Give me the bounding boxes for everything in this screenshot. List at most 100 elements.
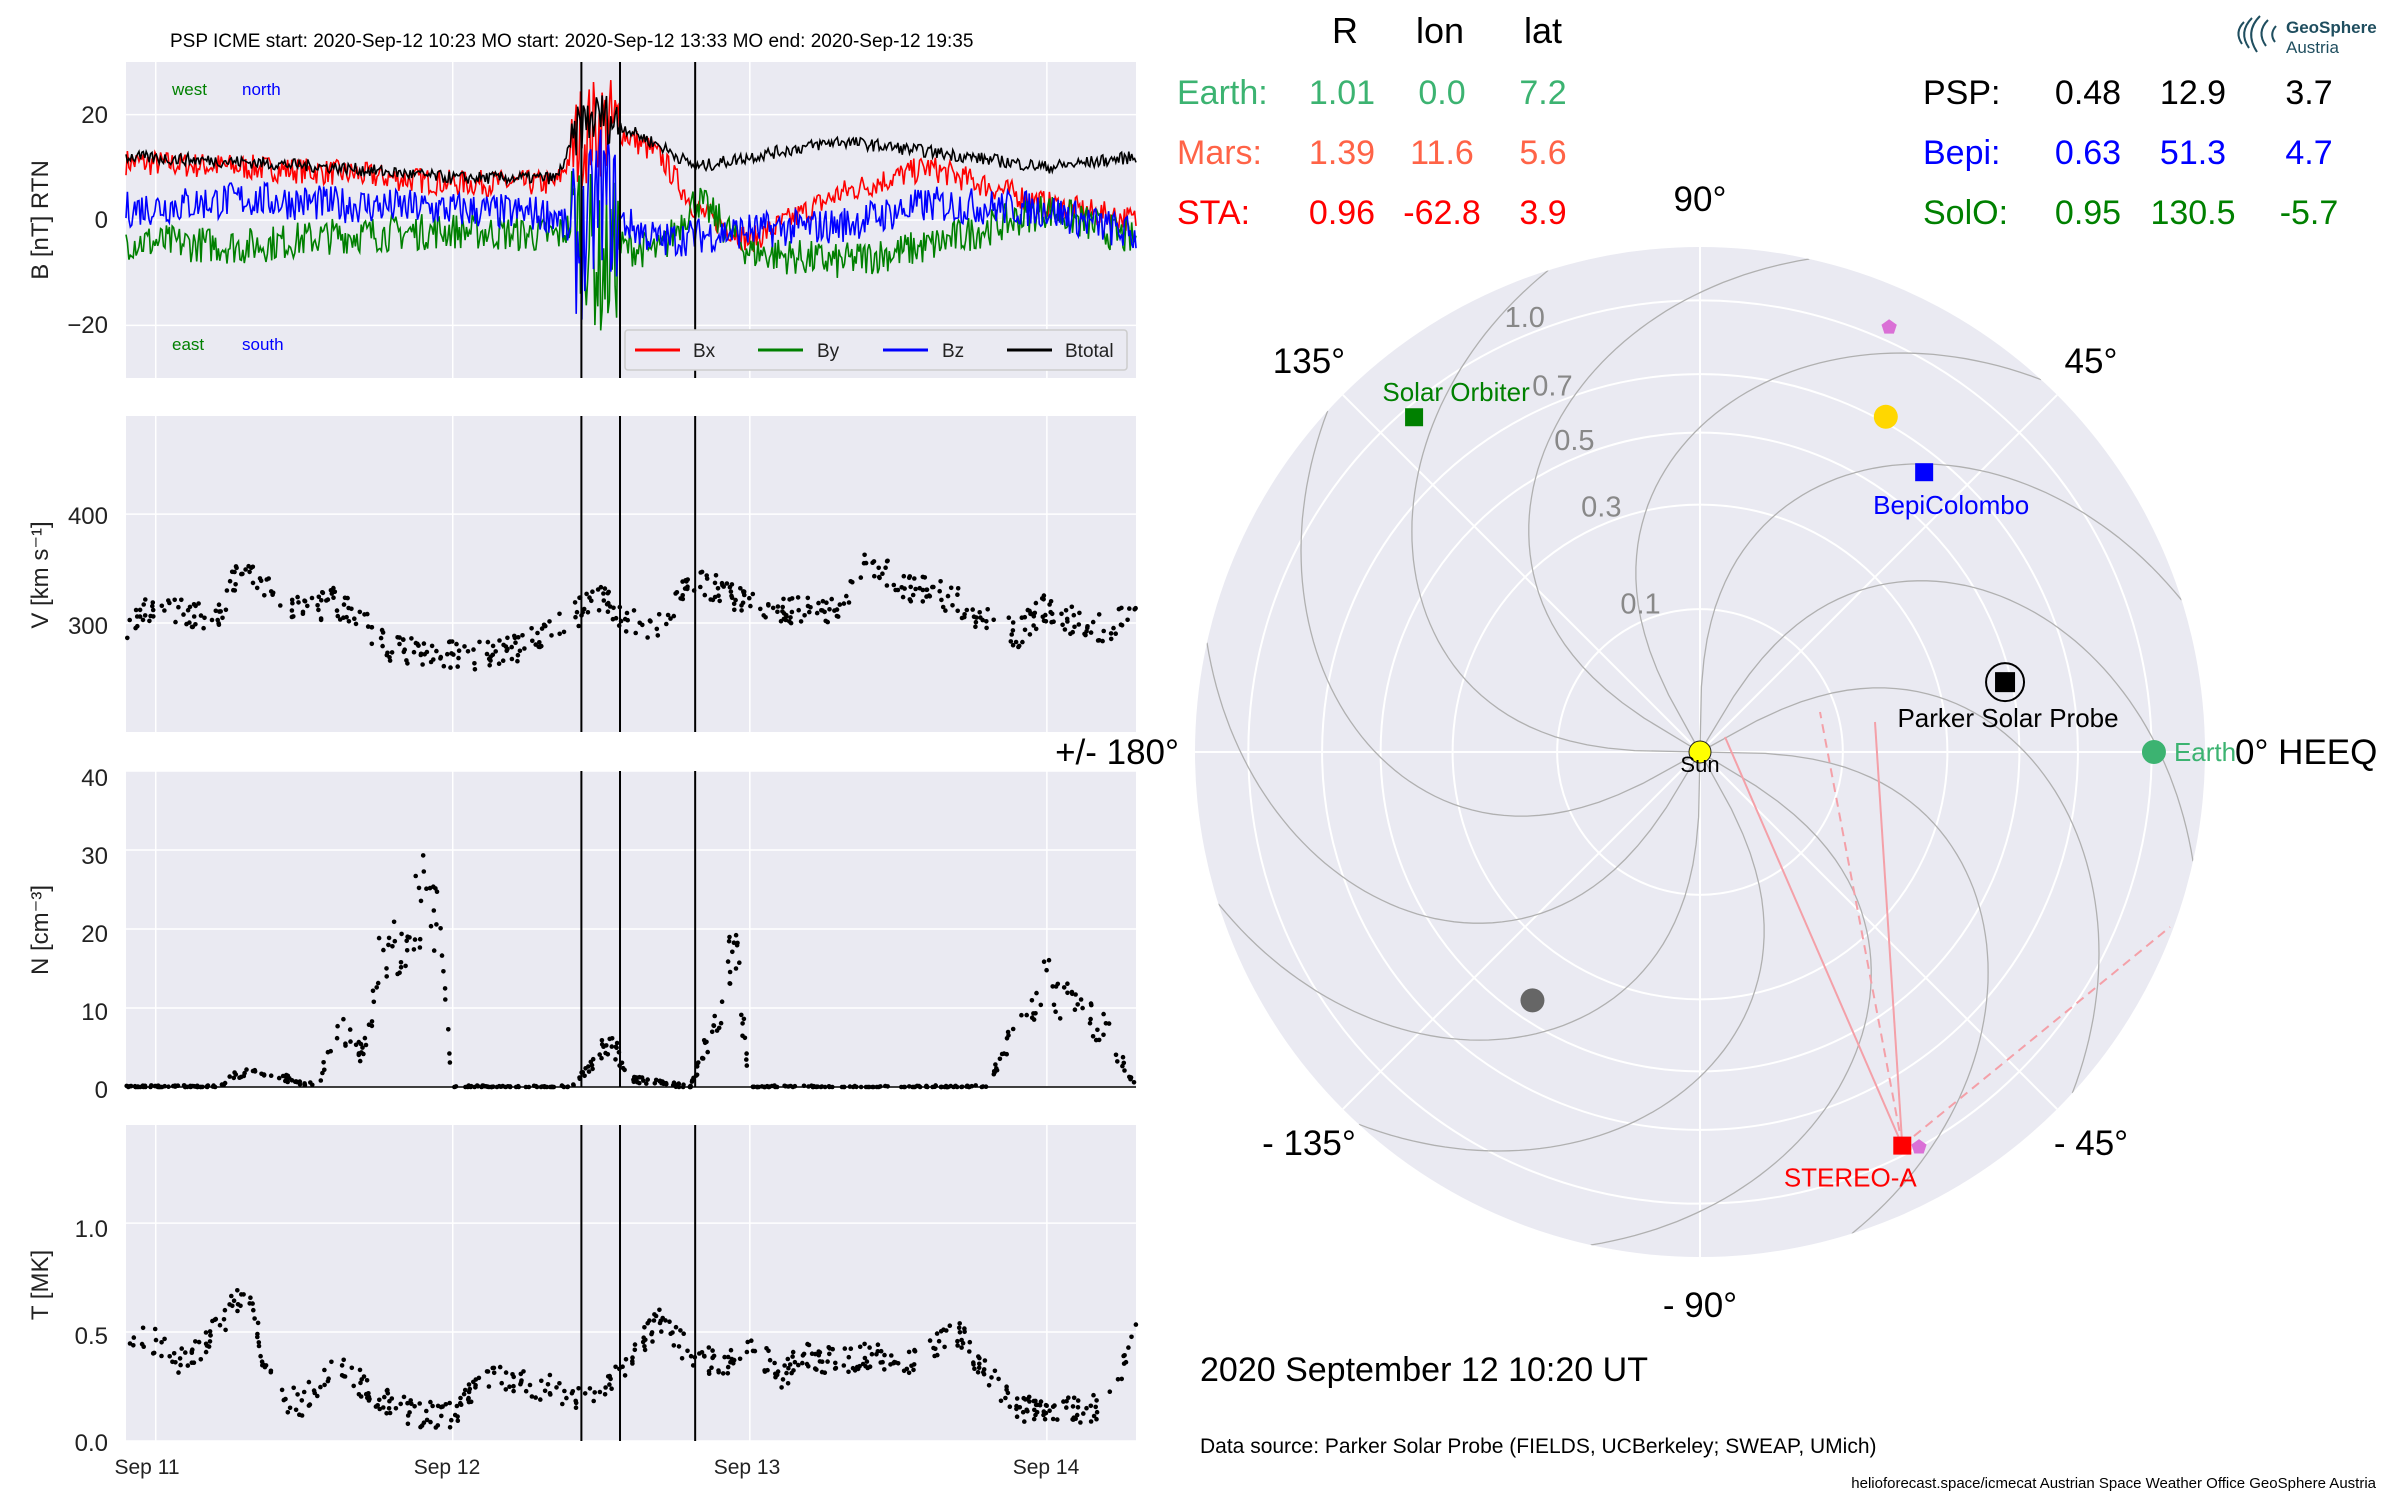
data-point: [1071, 1395, 1077, 1401]
data-point: [217, 609, 222, 614]
data-point: [786, 1365, 791, 1371]
data-point: [562, 1388, 567, 1394]
data-point: [742, 592, 747, 598]
data-point: [325, 1049, 331, 1055]
data-point: [167, 1354, 172, 1359]
x-tick: Sep 11: [115, 1456, 180, 1479]
data-point: [370, 988, 376, 994]
data-point: [647, 618, 653, 623]
data-point: [251, 1307, 256, 1313]
data-point: [631, 608, 637, 613]
b-ylabel: B [nT] RTN: [27, 160, 54, 280]
data-point: [386, 942, 391, 948]
data-point: [934, 1331, 940, 1336]
data-point: [1133, 605, 1138, 611]
data-point: [733, 932, 739, 938]
data-point: [398, 960, 404, 965]
data-point: [576, 1386, 581, 1391]
data-point: [398, 965, 404, 970]
data-point: [1007, 1404, 1013, 1409]
data-point: [441, 969, 446, 974]
data-point: [1059, 611, 1064, 617]
data-point: [825, 1359, 830, 1364]
data-point: [642, 1347, 648, 1353]
data-point: [976, 1365, 982, 1370]
data-point: [1050, 1416, 1056, 1422]
data-point: [678, 596, 683, 601]
data-point: [369, 641, 375, 647]
data-point: [833, 1360, 838, 1366]
data-point: [632, 1342, 638, 1347]
data-point: [127, 617, 132, 623]
data-point: [258, 1353, 263, 1359]
data-point: [791, 1368, 796, 1373]
data-point: [488, 658, 493, 663]
data-point: [855, 1366, 861, 1372]
data-point: [315, 603, 320, 608]
fov-line: [1819, 711, 1904, 1146]
data-point: [596, 608, 602, 613]
data-point: [872, 573, 877, 579]
data-point: [1088, 1016, 1093, 1022]
data-point: [455, 1418, 461, 1423]
data-point: [357, 609, 363, 615]
sun-marker: [1688, 740, 1712, 764]
panel-background: [126, 1125, 1136, 1441]
data-point: [229, 1293, 234, 1299]
data-point: [1024, 1407, 1029, 1413]
data-point: [1088, 1419, 1094, 1424]
data-point: [973, 619, 979, 625]
data-point: [1071, 1415, 1077, 1420]
data-point: [405, 1400, 410, 1406]
data-point: [486, 1384, 492, 1389]
data-point: [285, 1073, 291, 1079]
data-point: [883, 565, 888, 570]
data-point: [471, 647, 476, 652]
data-point: [1055, 981, 1061, 987]
data-point: [515, 658, 520, 664]
position-label: Earth:: [1177, 74, 1268, 112]
positions-right: PSP: 0.48 12.9 3.7 Bepi: 0.63 51.3 4.7 SolO: 0.95…: [1923, 74, 2338, 232]
data-point: [1034, 990, 1039, 996]
data-point: [1093, 1404, 1098, 1410]
data-point: [906, 1349, 912, 1355]
data-point: [862, 552, 867, 558]
data-point: [438, 654, 444, 660]
parker-spiral: [1528, 258, 1810, 753]
data-point: [932, 1353, 937, 1359]
data-point: [353, 621, 359, 627]
data-point: [465, 649, 471, 654]
data-point: [744, 1057, 749, 1062]
data-point: [159, 1340, 164, 1345]
data-point: [944, 1328, 949, 1333]
b-ytick: 20: [81, 102, 108, 129]
data-point: [557, 1381, 562, 1386]
data-point: [1088, 1001, 1094, 1006]
data-point: [341, 615, 346, 620]
data-point: [364, 1378, 370, 1383]
data-point: [150, 600, 156, 605]
data-point: [421, 1420, 427, 1425]
data-point: [533, 1083, 539, 1089]
data-point: [198, 1357, 204, 1362]
logo-mark-icon: [2237, 15, 2277, 53]
t-ytick: 0.5: [75, 1323, 108, 1350]
scatter-series-3: [127, 1288, 1139, 1430]
data-point: [716, 593, 721, 598]
data-point: [796, 607, 801, 613]
data-point: [439, 1413, 444, 1419]
data-point: [962, 1329, 967, 1335]
data-point: [322, 1367, 327, 1373]
data-point: [533, 642, 538, 647]
data-point: [173, 1360, 178, 1365]
data-point: [557, 631, 562, 637]
data-point: [223, 607, 229, 613]
data-point: [296, 600, 301, 605]
data-point: [779, 1385, 784, 1390]
data-point: [827, 607, 832, 612]
r-tick-label: 1.0: [1505, 302, 1545, 334]
data-point: [790, 1354, 795, 1359]
parker-solar-probe-marker: [1995, 672, 2016, 693]
data-point: [357, 1058, 363, 1064]
angular-grid: [1699, 751, 2058, 1110]
